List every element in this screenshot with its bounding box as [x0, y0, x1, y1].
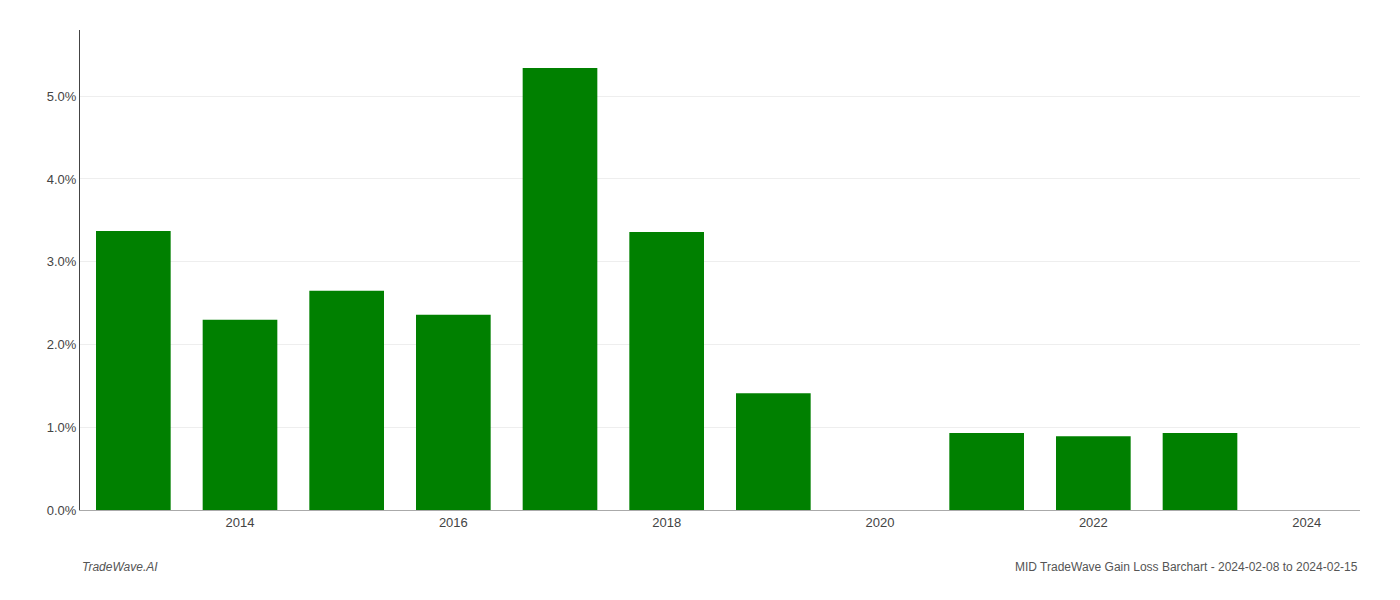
svg-text:2024: 2024	[1292, 515, 1321, 530]
svg-text:1.0%: 1.0%	[47, 420, 77, 435]
svg-text:2020: 2020	[866, 515, 895, 530]
svg-text:2018: 2018	[652, 515, 681, 530]
svg-text:5.0%: 5.0%	[47, 89, 77, 104]
svg-text:MID TradeWave Gain Loss Barcha: MID TradeWave Gain Loss Barchart - 2024-…	[1015, 560, 1358, 574]
svg-text:4.0%: 4.0%	[47, 172, 77, 187]
svg-text:TradeWave.AI: TradeWave.AI	[82, 560, 158, 574]
svg-text:0.0%: 0.0%	[47, 503, 77, 518]
svg-text:2014: 2014	[226, 515, 255, 530]
svg-text:2.0%: 2.0%	[47, 337, 77, 352]
svg-text:2022: 2022	[1079, 515, 1108, 530]
svg-text:2016: 2016	[439, 515, 468, 530]
svg-text:3.0%: 3.0%	[47, 254, 77, 269]
